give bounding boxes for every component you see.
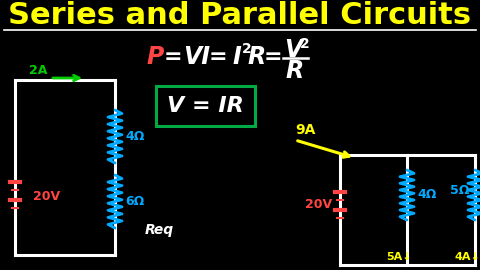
Text: 9A: 9A (295, 123, 315, 137)
Text: 2: 2 (300, 37, 310, 51)
Text: 2: 2 (242, 42, 252, 56)
Text: 4A↓: 4A↓ (454, 252, 480, 262)
Text: Series and Parallel Circuits: Series and Parallel Circuits (9, 2, 471, 31)
Text: =: = (209, 47, 228, 67)
Text: 5A↓: 5A↓ (386, 252, 412, 262)
Text: 4Ω: 4Ω (417, 188, 436, 201)
Text: 20V: 20V (33, 190, 60, 202)
Text: P: P (146, 45, 164, 69)
Text: VI: VI (183, 45, 211, 69)
Text: 20V: 20V (305, 198, 332, 211)
Text: =: = (164, 47, 182, 67)
Text: 4Ω: 4Ω (125, 130, 144, 143)
Text: =: = (264, 47, 282, 67)
Text: 6Ω: 6Ω (125, 195, 144, 208)
Text: Req: Req (145, 223, 174, 237)
Text: V: V (284, 38, 302, 62)
Text: R: R (248, 45, 266, 69)
Text: R: R (286, 59, 304, 83)
Text: 2A: 2A (29, 63, 47, 76)
Text: V = IR: V = IR (167, 96, 244, 116)
Text: 5Ω: 5Ω (450, 184, 469, 197)
Text: I: I (233, 45, 241, 69)
